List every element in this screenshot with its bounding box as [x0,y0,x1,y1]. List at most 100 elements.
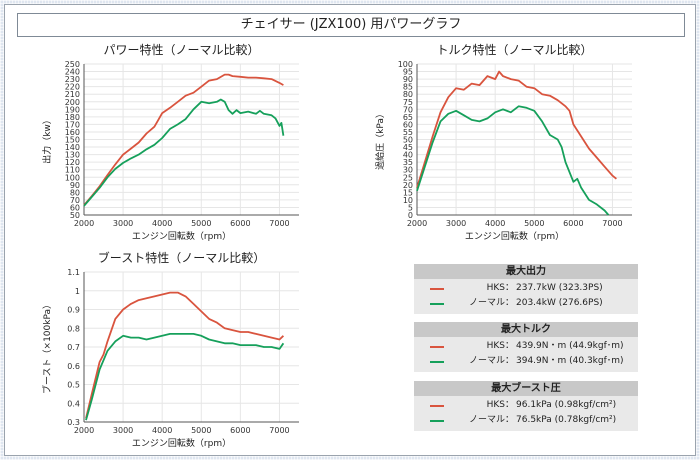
summary-title: 最大ブースト圧 [414,381,638,396]
y-axis-label: ブースト（×100kPa） [41,300,53,394]
chart-svg: パワー特性（ノーマル比較） 506070809010011012013014015… [41,42,299,242]
x-axis-label: エンジン回転数（rpm） [465,230,564,242]
series-line-hks [85,291,285,419]
x-tick-label: 5000 [524,219,544,228]
chart-svg: ブースト特性（ノーマル比較） 0.3 0.4 0.5 0.6 0.7 0.8 0.9 1 1.1 2… [41,250,299,449]
summary-row-hks: HKS： 439.9N・m (44.9kgf･m) [414,339,638,354]
summary-row-value: 439.9N・m (44.9kgf･m) [516,341,624,351]
summary-row-name: ノーマル： [468,356,514,366]
y-tick-label: 0.3 [67,418,80,427]
x-tick-label: 2000 [74,219,94,228]
y-tick-label: 5 [408,203,413,212]
y-tick-label: 45 [403,143,413,152]
y-tick-label: 95 [403,68,413,77]
y-tick-label: 0.9 [67,306,80,315]
chart-title: ブースト特性（ノーマル比較） [98,250,265,265]
legend-line-hks [430,288,444,290]
x-tick-label: 5000 [191,426,211,435]
x-tick-label: 6000 [563,219,583,228]
chart-title: パワー特性（ノーマル比較） [103,42,259,57]
y-tick-label: 90 [70,181,80,190]
y-tick-label: 160 [65,128,80,137]
y-tick-label: 60 [70,203,80,212]
chart-svg: トルク特性（ノーマル比較）051015202530354045505560657… [374,42,632,242]
y-tick-label: 55 [403,128,413,137]
legend-line-normal [430,303,444,305]
x-tick-label: 3000 [446,219,466,228]
legend-line-hks [430,346,444,348]
y-tick-label: 0 [408,211,413,220]
summary-title: 最大出力 [414,264,638,279]
y-tick-label: 180 [65,113,80,122]
x-tick-label: 2000 [407,219,427,228]
x-tick-label: 3000 [113,426,133,435]
y-tick-label: 240 [65,68,80,77]
summary-title: 最大トルク [414,322,638,337]
y-tick-label: 80 [70,188,80,197]
y-tick-label: 210 [65,90,80,99]
y-tick-label: 15 [403,188,413,197]
y-tick-label: 0.8 [67,324,80,333]
series-line-hks [83,73,284,206]
summary-row-name: HKS： [486,341,514,351]
y-tick-label: 230 [65,75,80,84]
x-axis-label: エンジン回転数（rpm） [132,437,231,449]
y-tick-label: 70 [70,196,80,205]
x-tick-label: 6000 [230,426,250,435]
y-tick-label: 220 [65,83,80,92]
y-tick-label: 50 [403,136,413,145]
x-axis-label: エンジン回転数（rpm） [132,230,231,242]
y-tick-label: 65 [403,113,413,122]
y-tick-label: 50 [70,211,80,220]
summary-row-name: ノーマル： [468,298,514,308]
legend-line-normal [430,361,444,363]
y-tick-label: 120 [65,158,80,167]
x-tick-label: 2000 [74,426,94,435]
y-axis-label: 出力（kw） [41,115,53,164]
x-tick-label: 4000 [152,219,172,228]
y-tick-label: 0.7 [67,343,80,352]
y-tick-label: 250 [65,60,80,69]
chart-title: トルク特性（ノーマル比較） [436,42,592,57]
summary-row-normal: ノーマル： 394.9N・m (40.3kgf･m) [414,354,638,369]
summary-row-name: HKS： [486,400,514,410]
series-line-hks [416,70,617,189]
summary-row-normal: ノーマル： 76.5kPa (0.78kgf/cm²) [414,413,638,428]
summary-row-hks: HKS： 237.7kW (323.3PS) [414,281,638,296]
x-tick-label: 5000 [191,219,211,228]
x-tick-label: 4000 [485,219,505,228]
x-tick-label: 7000 [602,219,622,228]
summary-max-torque: 最大トルク HKS： 439.9N・m (44.9kgf･m) ノーマル： 39… [414,322,638,372]
summary-row-hks: HKS： 96.1kPa (0.98kgf/cm²) [414,398,638,413]
x-tick-label: 7000 [269,426,289,435]
y-tick-label: 0.4 [67,399,80,408]
y-tick-label: 1.1 [67,268,80,277]
y-tick-label: 10 [403,196,413,205]
summary-row-value: 237.7kW (323.3PS) [516,283,603,293]
y-tick-label: 0.5 [67,381,80,390]
series-line-normal [85,333,285,421]
legend-line-hks [430,405,444,407]
y-tick-label: 100 [398,60,413,69]
y-tick-label: 200 [65,98,80,107]
page-title: チェイサー (JZX100) 用パワーグラフ [17,13,685,37]
summary-row-value: 96.1kPa (0.98kgf/cm²) [516,400,617,410]
summary-row-name: ノーマル： [468,415,514,425]
legend-line-normal [430,420,444,422]
series-line-normal [83,98,285,207]
y-tick-label: 110 [65,166,80,175]
y-tick-label: 70 [403,105,413,114]
summary-row-value: 203.4kW (276.6PS) [516,298,603,308]
y-tick-label: 130 [65,151,80,160]
y-tick-label: 60 [403,120,413,129]
x-tick-label: 7000 [269,219,289,228]
y-tick-label: 1 [75,287,80,296]
y-tick-label: 140 [65,143,80,152]
summary-max-boost: 最大ブースト圧 HKS： 96.1kPa (0.98kgf/cm²) ノーマル：… [414,381,638,431]
summary-row-value: 76.5kPa (0.78kgf/cm²) [516,415,617,425]
summary-row-normal: ノーマル： 203.4kW (276.6PS) [414,296,638,311]
y-tick-label: 35 [403,158,413,167]
x-tick-label: 3000 [113,219,133,228]
y-tick-label: 85 [403,83,413,92]
summary-max-power: 最大出力 HKS： 237.7kW (323.3PS) ノーマル： 203.4k… [414,264,638,314]
